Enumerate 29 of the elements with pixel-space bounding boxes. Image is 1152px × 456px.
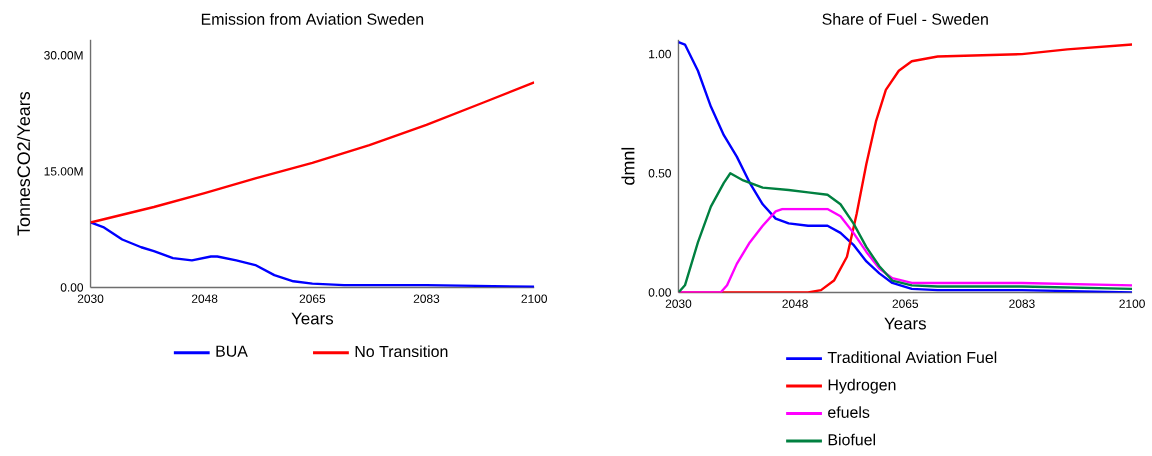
x-tick-label: 2083 [413, 294, 440, 303]
x-tick-label: 2030 [77, 294, 104, 303]
chart-title: Share of Fuel - Sweden [822, 13, 988, 25]
chart-title: Emission from Aviation Sweden [201, 13, 424, 25]
x-axis-title: Years [884, 317, 926, 330]
x-tick-label: 2100 [521, 294, 548, 303]
x-tick-label: 2048 [782, 299, 808, 308]
x-tick-label: 2048 [191, 294, 218, 303]
y-tick-label: 1.00 [649, 49, 671, 59]
y-tick-label: 0.00 [60, 283, 84, 292]
x-tick-label: 2083 [1009, 299, 1035, 308]
y-tick-label: 15.00M [44, 167, 83, 176]
x-tick-label: 2065 [299, 294, 326, 303]
y-tick-label: 0.00 [648, 288, 671, 297]
y-axis-title: dmnl [621, 147, 635, 185]
legend-label: Hydrogen [828, 378, 896, 394]
y-tick-label: 30.00M [44, 50, 83, 60]
legend-label: efuels [828, 406, 870, 418]
x-tick-label: 2100 [1119, 299, 1145, 308]
legend-label: Biofuel [828, 433, 875, 446]
legend-label: BUA [216, 345, 248, 357]
y-axis-title: TonnesCO2/Years [16, 91, 31, 236]
legend-label: Traditional Aviation Fuel [827, 351, 997, 363]
x-axis-title: Years [291, 312, 334, 325]
line-series [90, 81, 535, 224]
y-tick-label: 0.50 [648, 168, 671, 178]
x-tick-label: 2065 [892, 299, 919, 308]
legend-label: No Transition [355, 345, 448, 357]
x-tick-label: 2030 [665, 299, 692, 308]
